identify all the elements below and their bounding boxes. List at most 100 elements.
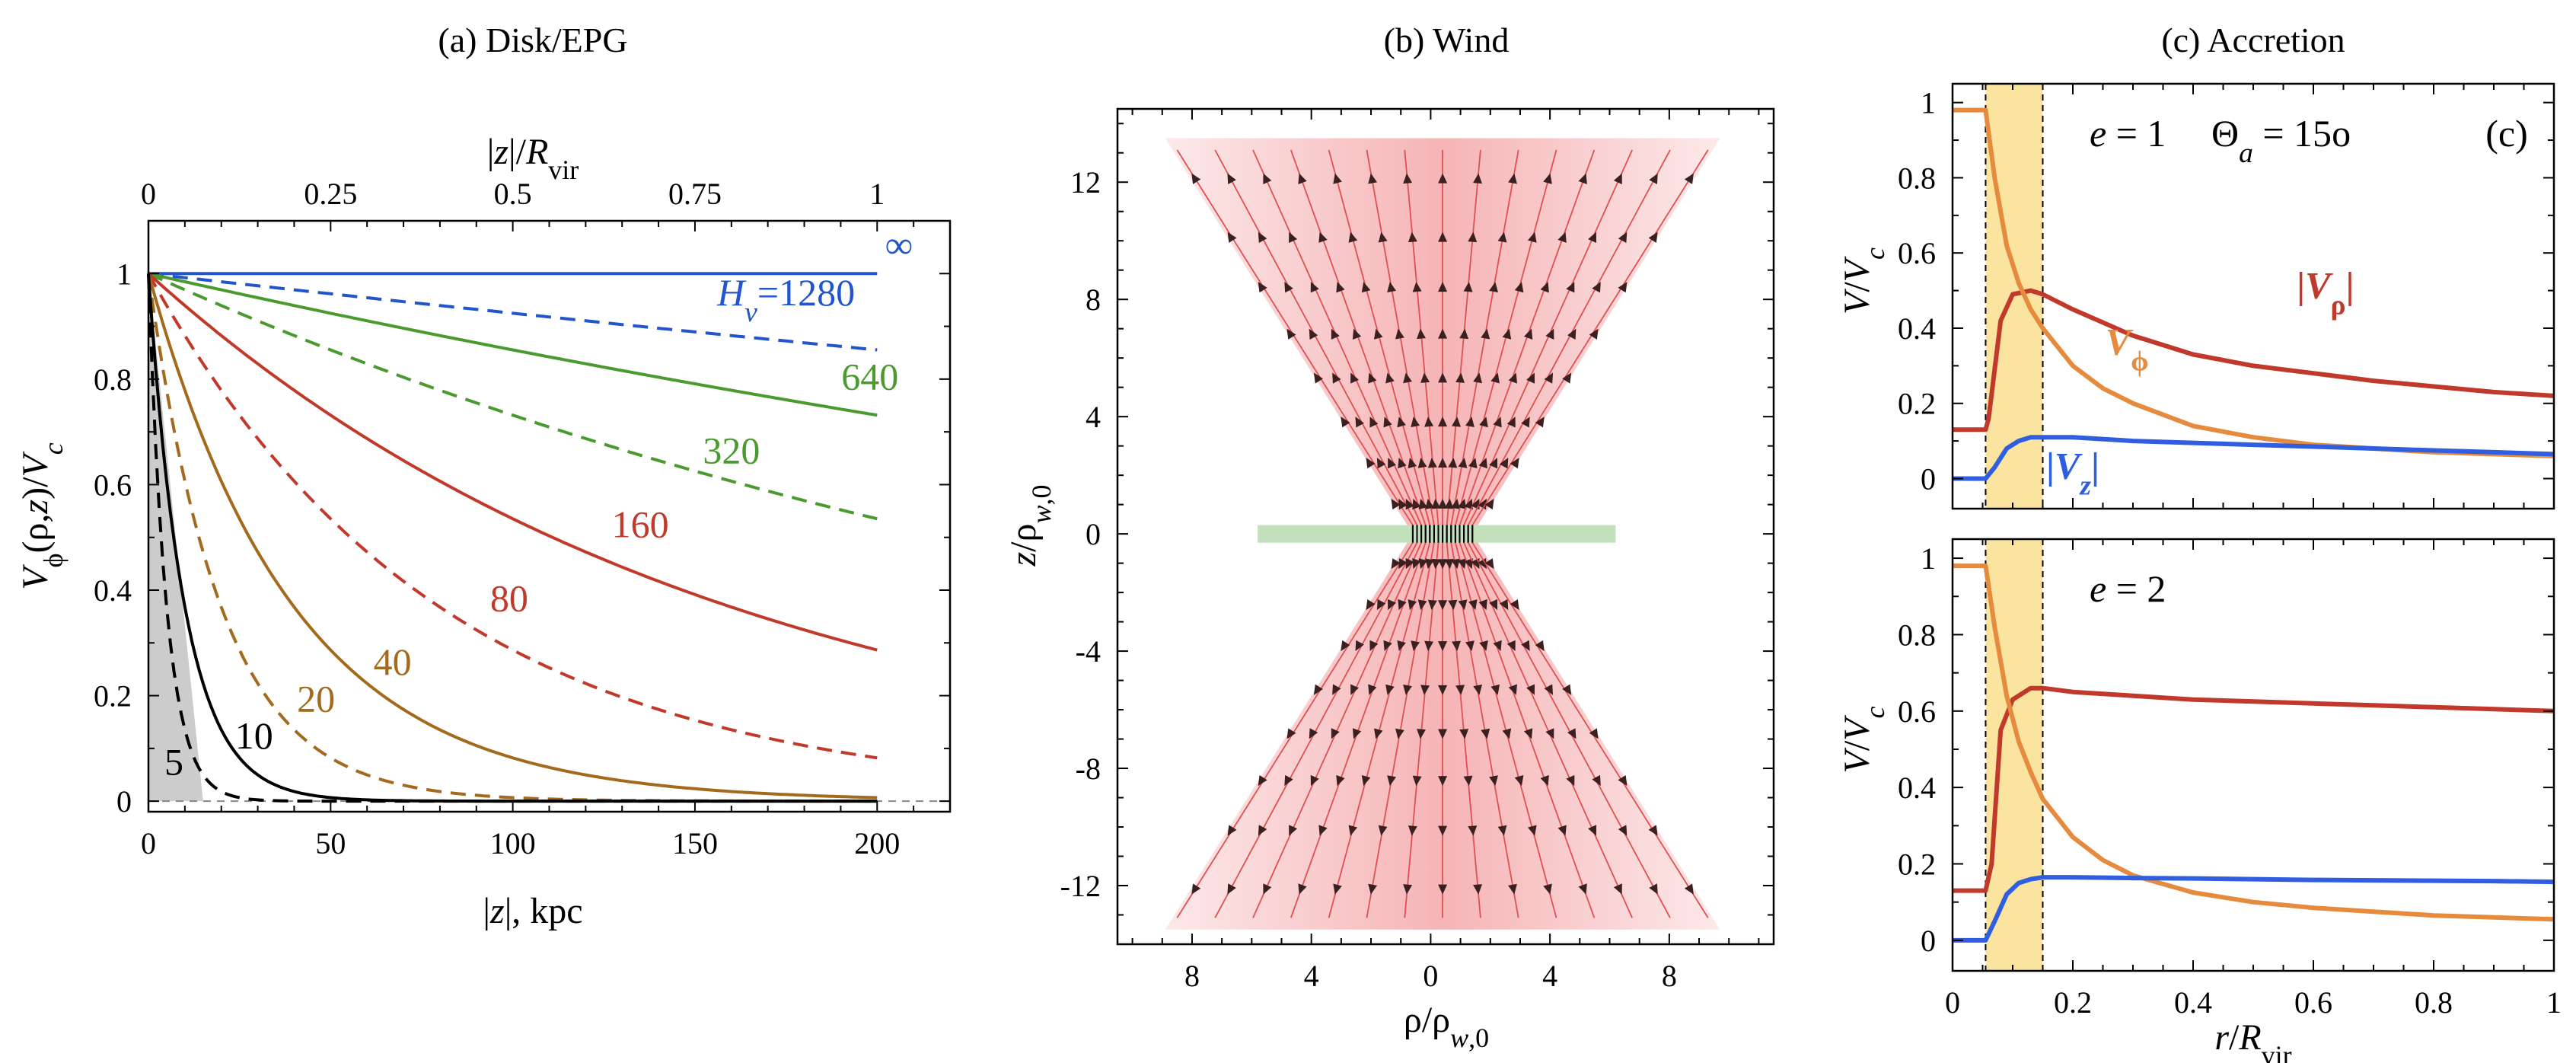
subpanel-1: 0 0.2 0.4 0.6 0.8 1 V/Vc e = 1 Θa = 15o (c) |Vρ| Vϕ… xyxy=(1837,82,2555,510)
arrow-13-2d xyxy=(1521,640,1530,652)
arrow-5-4d xyxy=(1395,728,1404,739)
arrow-6-4u xyxy=(1417,328,1426,340)
arrow-11-6d xyxy=(1557,825,1567,836)
annotation-e1: e = 1 xyxy=(2090,112,2166,155)
y-tick-label-c0-0: 0 xyxy=(1921,461,1936,496)
arrow-2-6d xyxy=(1289,825,1298,836)
series-label-5: 80 xyxy=(490,577,528,620)
y-tick-label-c1-0: 0 xyxy=(1921,924,1936,958)
arrow-13-7u xyxy=(1649,173,1658,184)
arrow-10-2u xyxy=(1479,417,1488,428)
arrow-13-3u xyxy=(1544,372,1554,384)
arrow-4-7u xyxy=(1333,173,1342,184)
y-tick-label-b-2: -4 xyxy=(1076,634,1101,669)
arrow-4-6d xyxy=(1348,825,1358,836)
arrow-11-2d xyxy=(1493,640,1502,652)
y-tick-label-a-3: 0.6 xyxy=(94,468,132,502)
arrow-10-3u xyxy=(1490,372,1500,384)
arrow-6-7u xyxy=(1403,173,1413,184)
arrow-6-5u xyxy=(1412,282,1422,292)
arrow-2-2d xyxy=(1369,640,1379,652)
plot-frame-b xyxy=(1116,107,1775,946)
arrow-11-7u xyxy=(1578,173,1587,184)
y-axis-label-b: z/ρw,0 xyxy=(1003,485,1057,567)
arrow-4-5d xyxy=(1361,775,1371,787)
y-tick-label-a-4: 0.8 xyxy=(94,362,132,397)
y-tick-label-c0-3: 0.6 xyxy=(1898,236,1936,270)
arrow-0-1d xyxy=(1366,599,1376,611)
arrow-9-0u xyxy=(1451,498,1460,509)
arrow-14-6d xyxy=(1648,825,1658,836)
arrow-14-0d xyxy=(1484,558,1494,570)
series-line-c1-1 xyxy=(1953,563,2555,922)
arrow-7-2u xyxy=(1438,417,1448,427)
arrow-4-4u xyxy=(1373,328,1383,340)
arrow-0-2u xyxy=(1341,417,1350,428)
series-label-c-2: |Vz| xyxy=(2046,444,2099,501)
arrow-6-2u xyxy=(1424,417,1434,427)
arrow-1-5d xyxy=(1284,774,1293,787)
arrow-9-2d xyxy=(1465,640,1475,652)
series-label-0: ∞ xyxy=(885,224,913,267)
arrow-6-2d xyxy=(1424,640,1434,652)
arrow-5-2u xyxy=(1411,417,1420,428)
arrow-11-5u xyxy=(1540,282,1549,293)
arrow-14-5d xyxy=(1618,774,1628,787)
arrow-10-0u xyxy=(1457,498,1467,510)
arrow-6-6u xyxy=(1408,231,1417,243)
arrow-1-0d xyxy=(1398,558,1408,570)
y-tick-label-c1-3: 0.6 xyxy=(1898,694,1936,729)
y-axis-label-a: Vϕ(ρ,z)/Vc xyxy=(15,442,69,590)
arrow-13-7d xyxy=(1649,883,1658,895)
y-tick-label-c0-1: 0.2 xyxy=(1898,387,1936,421)
arrow-10-7u xyxy=(1543,173,1552,184)
arrow-3-3d xyxy=(1368,684,1377,695)
arrow-14-5u xyxy=(1618,282,1628,293)
arrow-5-7d xyxy=(1368,883,1378,895)
arrow-12-4u xyxy=(1545,328,1554,340)
arrow-0-7u xyxy=(1191,173,1201,184)
arrow-2-0u xyxy=(1405,498,1414,510)
arrow-12-7d xyxy=(1613,883,1622,895)
series-label-4: 160 xyxy=(612,503,669,546)
arrow-14-1d xyxy=(1510,599,1519,611)
arrow-4-2u xyxy=(1397,417,1406,428)
arrow-3-7u xyxy=(1298,173,1307,184)
arrow-7-6d xyxy=(1438,825,1448,836)
series-label-c-0: |Vρ| xyxy=(2297,263,2354,321)
series-label-3: 320 xyxy=(703,429,760,472)
arrow-9-1u xyxy=(1458,458,1468,468)
arrow-13-1u xyxy=(1499,458,1509,469)
x-tick-label-a-1: 50 xyxy=(315,826,346,860)
arrow-0-7d xyxy=(1191,883,1201,895)
arrow-14-7u xyxy=(1684,173,1694,184)
arrow-3-5d xyxy=(1336,774,1345,787)
arrow-12-2u xyxy=(1506,417,1516,428)
chart-title-b: (b) Wind xyxy=(1384,21,1510,59)
arrow-1-1d xyxy=(1376,599,1386,611)
accretion-band-1 xyxy=(1985,539,2043,971)
y-tick-label-a-2: 0.4 xyxy=(94,573,132,608)
series-line-c1-0 xyxy=(1953,685,2555,893)
y-tick-label-a-5: 1 xyxy=(116,257,132,291)
arrow-7-4u xyxy=(1438,328,1448,339)
arrow-10-6d xyxy=(1528,825,1537,836)
arrow-5-1u xyxy=(1417,458,1427,468)
y-tick-label-b-3: 0 xyxy=(1086,517,1101,551)
arrow-9-7d xyxy=(1508,883,1517,895)
arrow-1-2u xyxy=(1355,417,1364,428)
arrow-10-1u xyxy=(1468,458,1478,469)
arrow-2-7d xyxy=(1263,883,1272,895)
arrow-1-6u xyxy=(1258,231,1267,243)
y-tick-label-c0-2: 0.4 xyxy=(1898,311,1936,346)
arrow-5-5u xyxy=(1387,282,1397,292)
arrow-6-1u xyxy=(1427,458,1437,468)
y-axis-label-c0: V/Vc xyxy=(1837,247,1890,314)
y-tick-label-b-6: 12 xyxy=(1070,165,1101,200)
arrow-8-0u xyxy=(1444,498,1454,509)
annotation-e2: e = 2 xyxy=(2090,567,2166,610)
arrow-6-0u xyxy=(1431,498,1441,509)
arrow-7-3u xyxy=(1438,372,1448,383)
arrow-13-1d xyxy=(1499,599,1509,611)
disk xyxy=(1258,525,1616,543)
